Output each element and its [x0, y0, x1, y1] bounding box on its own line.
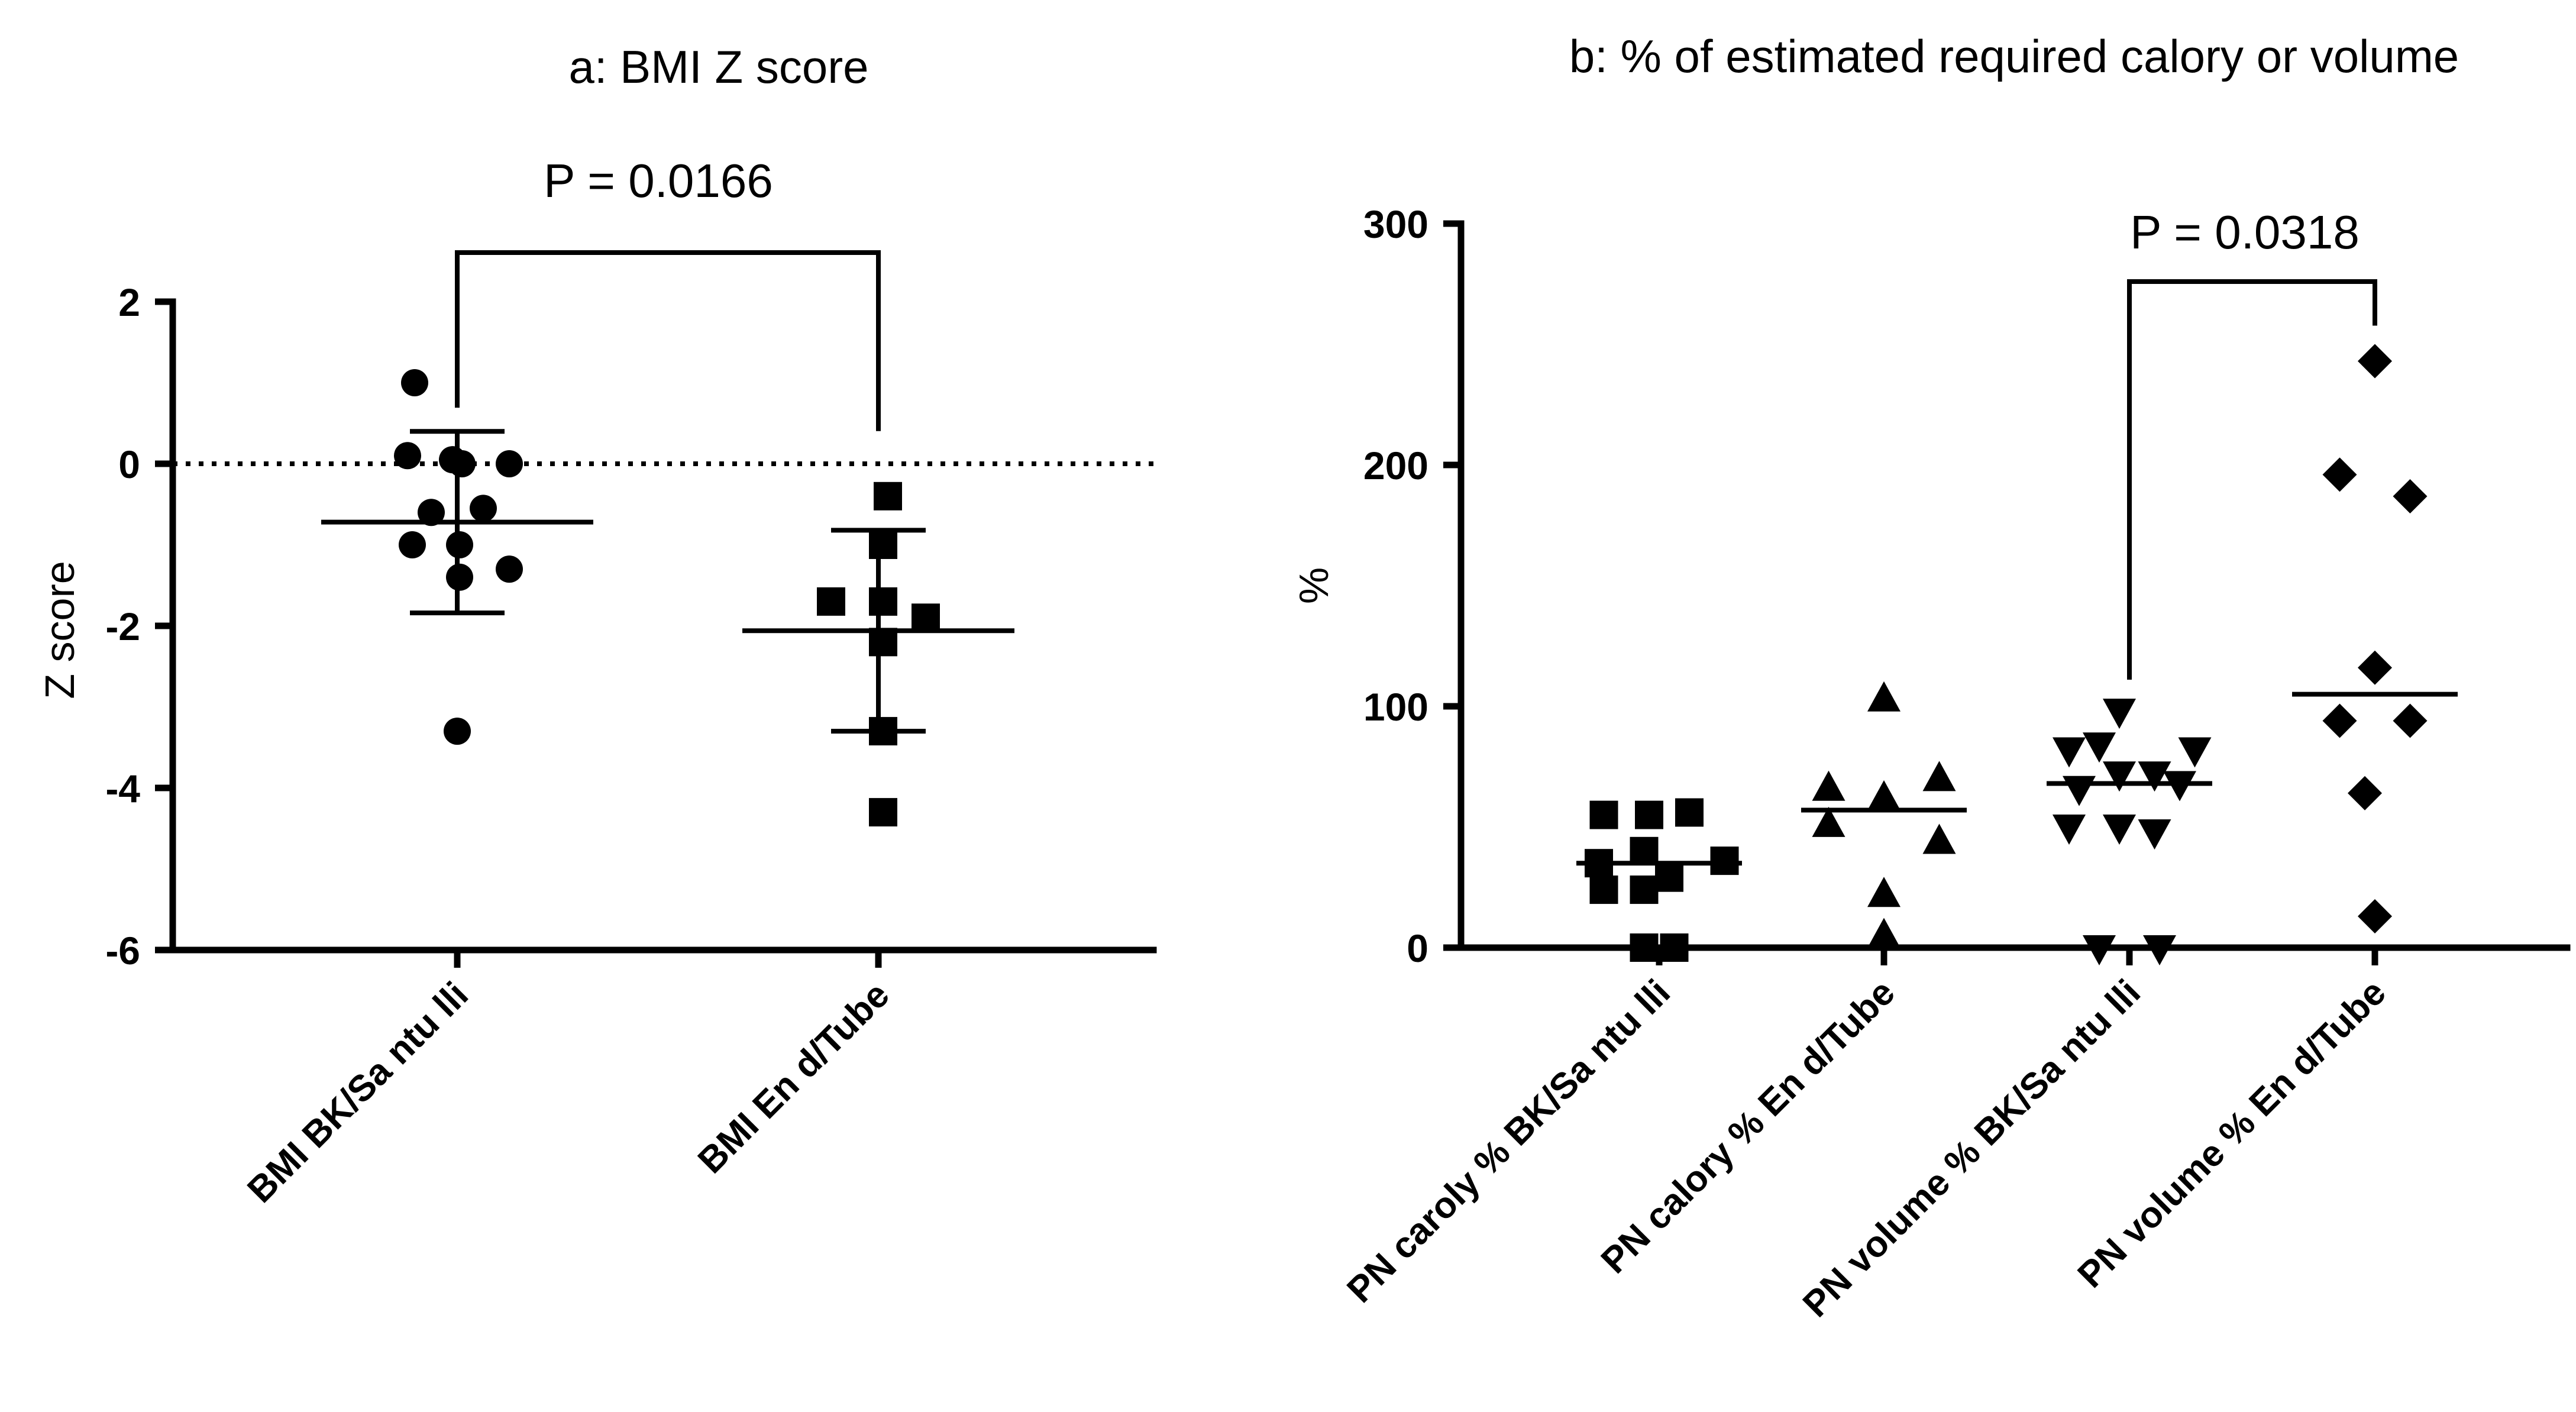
panel-b-significance-bracket — [2127, 279, 2377, 680]
panel-b-data-point — [2138, 761, 2171, 792]
panel-b-data-point — [1710, 846, 1739, 875]
panel-a-y-axis-label: Z score — [37, 561, 83, 699]
panel-a-data-point — [869, 531, 897, 559]
panel-b-title: b: % of estimated required calory or vol… — [1569, 30, 2459, 82]
panel-a-data-point — [869, 587, 897, 616]
panel-a-data-point — [444, 718, 471, 745]
panel-b-data-point — [2053, 737, 2086, 768]
panel-a-data-point — [470, 495, 497, 522]
panel-a-data-point — [874, 482, 902, 510]
panel-a-data-point — [869, 798, 897, 827]
panel-a-data-point — [869, 717, 897, 746]
panel-a-data-point — [912, 603, 940, 632]
panel-b-data-point — [1867, 917, 1901, 948]
panel-b-y-tick-label: 200 — [1363, 444, 1428, 487]
panel-b-data-point — [1922, 823, 1956, 854]
panel-b-data-point — [1589, 875, 1618, 904]
panel-a-p-value: P = 0.0166 — [544, 154, 773, 207]
panel-a-data-point — [446, 531, 473, 558]
panel-b-data-point — [2178, 737, 2212, 768]
panel-b-data-point — [1630, 836, 1659, 865]
panel-b-data-point — [2393, 703, 2428, 738]
panel-a-y-tick-label: -2 — [105, 605, 140, 648]
panel-a-data-point — [817, 587, 845, 616]
panel-b-data-point — [2103, 815, 2136, 845]
panel-b-data-point — [2358, 650, 2392, 685]
panel-b-data-point — [2393, 479, 2428, 514]
panel-b-y-tick-label: 300 — [1363, 202, 1428, 246]
panel-b-data-point — [2053, 815, 2086, 845]
panel-b-data-point — [2358, 344, 2392, 379]
panel-a-data-point — [418, 499, 445, 526]
panel-b-data-point — [1585, 849, 1613, 878]
panel-a-data-point — [446, 563, 473, 591]
panel-a-significance-bracket — [455, 250, 881, 431]
panel-a-y-tick-label: -6 — [105, 929, 140, 972]
panel-b-data-point — [2063, 776, 2096, 806]
panel-b-data-point — [1635, 800, 1663, 829]
panel-b-data-point — [2103, 699, 2136, 729]
panel-a-y-tick-label: 0 — [118, 442, 140, 486]
panel-b-y-tick-label: 0 — [1407, 926, 1428, 970]
panel-b-data-point — [1867, 780, 1901, 811]
panel-b-y-tick-label: 100 — [1363, 685, 1428, 729]
panel-b-data-point — [1867, 681, 1901, 712]
panel-b-data-point — [2163, 771, 2196, 802]
panel-b-data-point — [2138, 819, 2171, 850]
panel-a-plot: 2 0 -2 -4 -6 BMI BK/Sa ntu lli BMI En d/Tube — [105, 250, 1157, 1211]
panel-a-data-point — [496, 450, 523, 477]
panel-b-data-point — [2083, 732, 2116, 763]
panel-b-data-point — [2143, 935, 2176, 965]
panel-b-data-point — [1922, 761, 1956, 791]
panel-a-data-point — [401, 369, 428, 396]
panel-b-data-point — [1812, 806, 1845, 837]
panel-a-data-point — [399, 531, 426, 558]
panel-a-y-tick-label: -4 — [105, 767, 140, 810]
panel-b-data-point — [1812, 770, 1845, 801]
panel-b-data-point — [2103, 761, 2136, 792]
panel-b-data-point — [2322, 457, 2357, 492]
panel-a-data-point — [496, 555, 523, 583]
panel-a-x-tick-label: BMI BK/Sa ntu lli — [240, 974, 476, 1211]
panel-b-data-point — [1675, 798, 1704, 827]
panel-b-data-point — [1630, 875, 1659, 904]
panel-b-data-point — [1589, 800, 1618, 829]
panel-a-data-point — [448, 450, 476, 477]
panel-b-data-point — [1867, 877, 1901, 907]
panel-a-x-tick-label: BMI En d/Tube — [690, 974, 897, 1181]
panel-b-data-point — [2348, 776, 2382, 810]
panel-a-data-point — [394, 442, 421, 470]
panel-b-y-axis-label: % — [1291, 567, 1337, 604]
panel-a-data-point — [869, 628, 897, 657]
panel-a-title: a: BMI Z score — [568, 41, 868, 93]
panel-b-data-point — [2322, 703, 2357, 738]
panel-b-data-point — [1655, 863, 1683, 892]
panel-b-data-point — [2358, 899, 2392, 933]
panel-b-p-value: P = 0.0318 — [2130, 206, 2360, 259]
panel-a-y-tick-label: 2 — [118, 280, 140, 324]
panel-b-data-point — [1630, 933, 1659, 962]
panel-b-data-point — [1660, 933, 1689, 962]
panel-b-data-point — [2083, 935, 2116, 965]
